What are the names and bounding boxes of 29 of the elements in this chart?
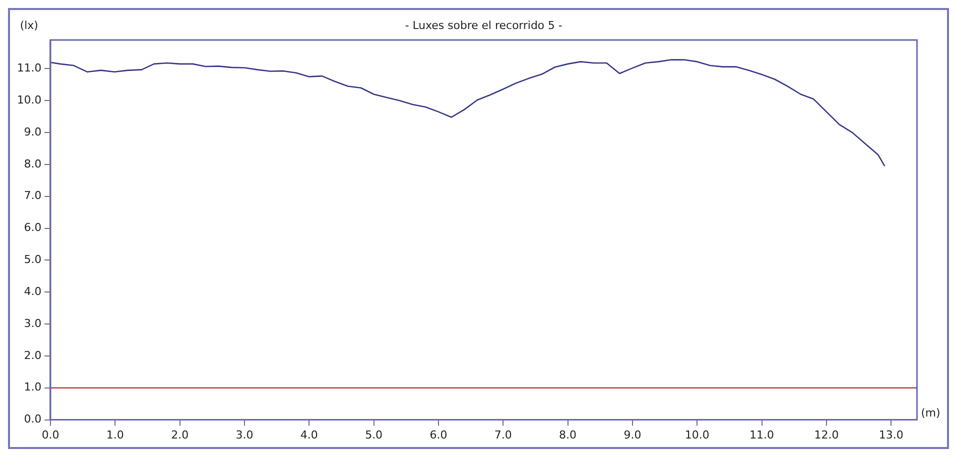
- y-tick-label: 11.0: [16, 62, 42, 75]
- x-tick-label: 7.0: [494, 428, 512, 442]
- x-tick-label: 8.0: [559, 428, 577, 442]
- y-tick-label: 9.0: [24, 125, 42, 138]
- x-tick-label: 9.0: [624, 428, 642, 442]
- y-tick-label: 3.0: [24, 316, 42, 330]
- x-axis-title: (m): [921, 406, 940, 420]
- y-tick-label: 5.0: [24, 253, 42, 266]
- x-tick-label: 11.0: [750, 428, 774, 442]
- y-tick-label: 6.0: [24, 221, 42, 234]
- y-tick-label: 7.0: [24, 189, 42, 202]
- y-axis-title: (lx): [20, 18, 38, 32]
- x-tick-label: 2.0: [171, 428, 189, 442]
- x-tick-label: 4.0: [300, 428, 318, 442]
- x-tick-label: 3.0: [236, 428, 254, 442]
- y-tick-label: 10.0: [16, 94, 42, 106]
- x-tick-label: 0.0: [42, 428, 60, 442]
- chart-title: - Luxes sobre el recorrido 5 -: [405, 18, 562, 32]
- x-tick-label: 12.0: [814, 428, 839, 442]
- y-tick-label: 4.0: [24, 284, 42, 298]
- x-tick-label: 6.0: [430, 428, 448, 442]
- y-tick-label: 1.0: [24, 380, 42, 394]
- x-tick-label: 5.0: [365, 428, 383, 442]
- y-tick-label: 0.0: [24, 412, 42, 426]
- x-tick-label: 13.0: [878, 428, 904, 442]
- y-tick-label: 2.0: [24, 348, 42, 362]
- x-tick-label: 10.0: [684, 428, 710, 442]
- x-tick-label: 1.0: [106, 428, 124, 442]
- y-tick-label: 8.0: [24, 157, 42, 170]
